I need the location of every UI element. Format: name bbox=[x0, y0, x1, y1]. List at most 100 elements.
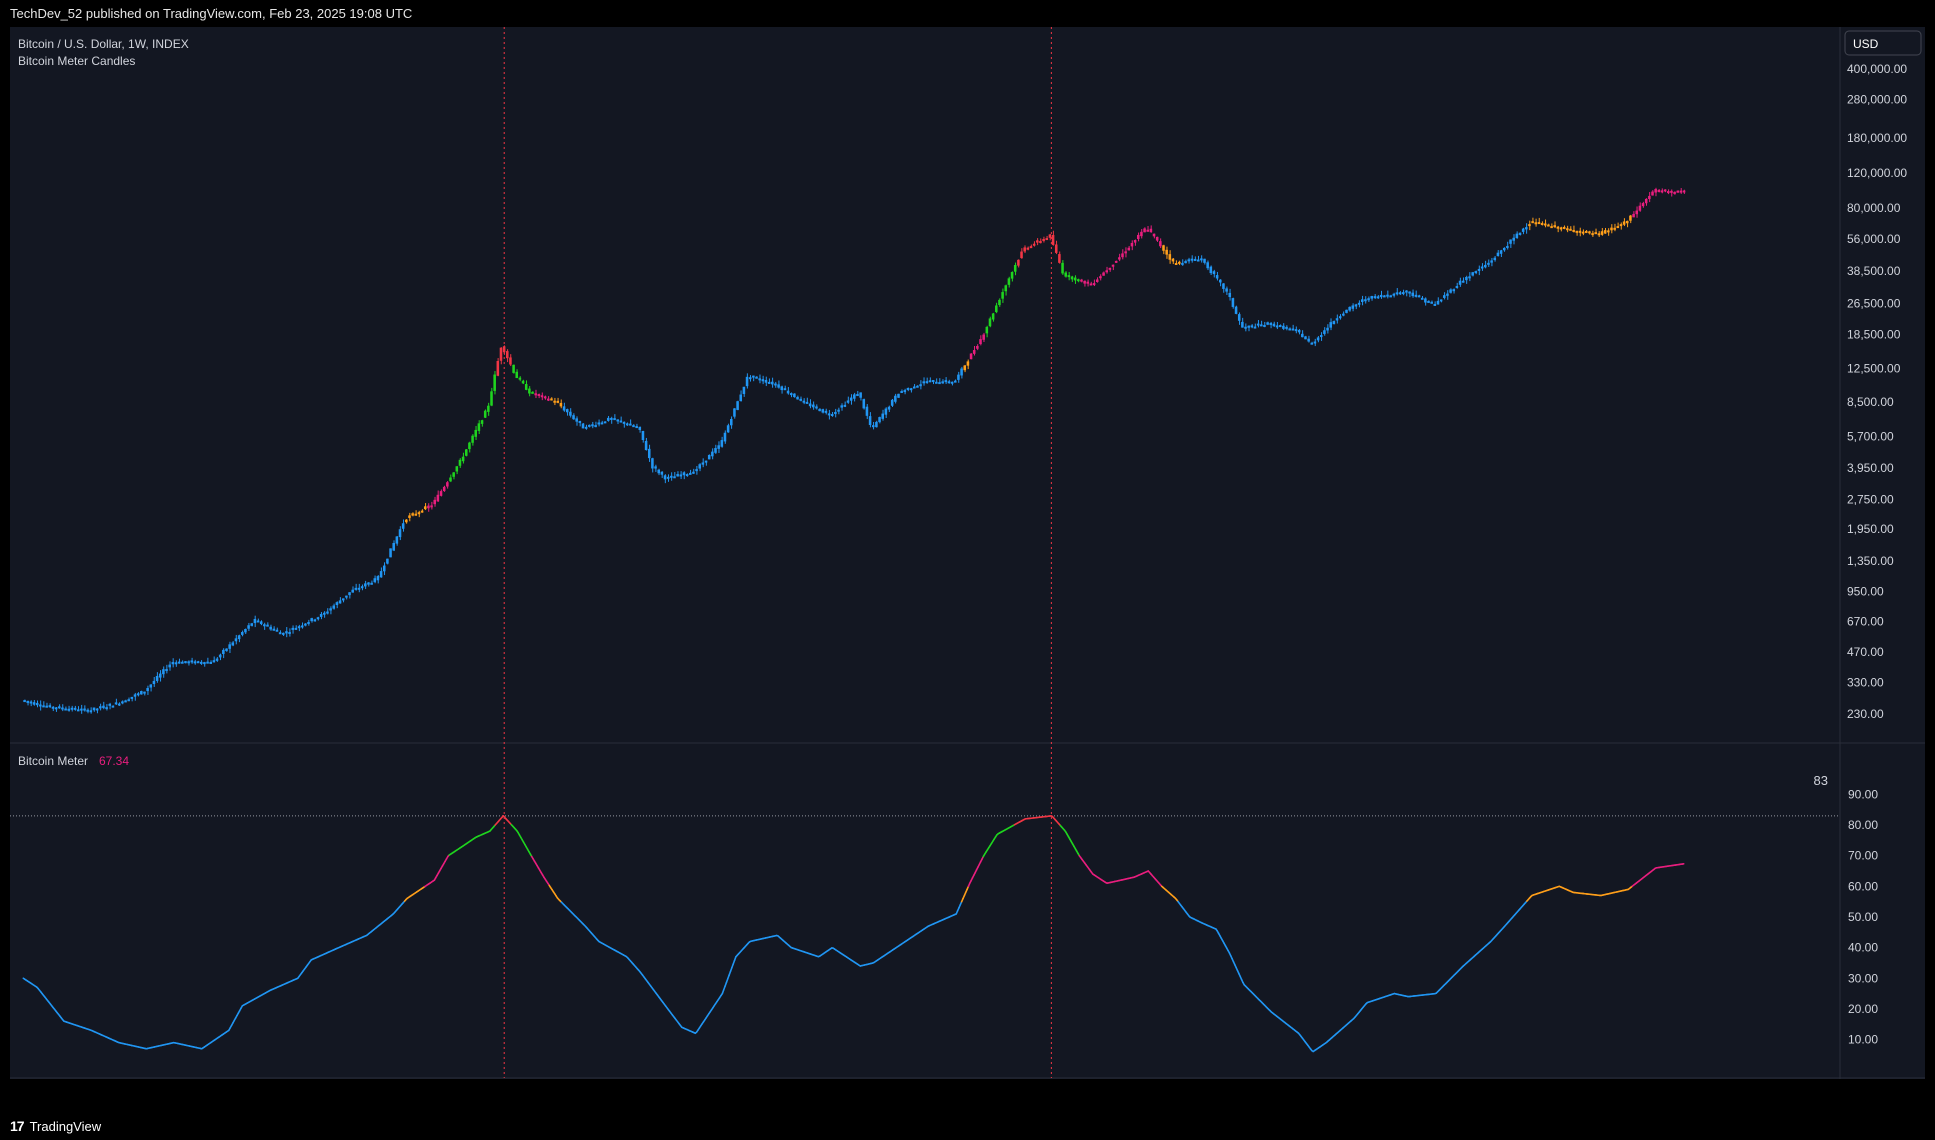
meter-tick-label[interactable]: 70.00 bbox=[1848, 849, 1878, 863]
candle-body bbox=[461, 456, 465, 462]
price-tick-label[interactable]: 230.00 bbox=[1847, 707, 1884, 721]
candle-body bbox=[187, 661, 190, 664]
candle-body bbox=[559, 402, 563, 407]
candle-body bbox=[717, 445, 720, 449]
meter-tick-label[interactable]: 90.00 bbox=[1848, 787, 1878, 801]
candle-body bbox=[1329, 322, 1332, 328]
candle-body bbox=[171, 662, 175, 665]
candle-body bbox=[821, 409, 825, 413]
indicator-legend[interactable]: Bitcoin Meter Candles bbox=[18, 54, 135, 68]
candle-body bbox=[496, 361, 500, 376]
price-tick-label[interactable]: 180,000.00 bbox=[1847, 131, 1907, 145]
tradingview-logo-icon[interactable]: 17 bbox=[10, 1118, 25, 1134]
candle-body bbox=[894, 395, 897, 402]
meter-tick-label[interactable]: 10.00 bbox=[1848, 1033, 1878, 1047]
price-tick-label[interactable]: 80,000.00 bbox=[1847, 201, 1901, 215]
chart-svg[interactable]: 400,000.00 280,000.00 180,000.00 120,000.00… bbox=[4, 27, 1925, 1100]
candle-body bbox=[256, 620, 260, 623]
candle-body bbox=[1547, 224, 1550, 227]
candle-body bbox=[1086, 281, 1090, 284]
candle-body bbox=[54, 707, 58, 710]
price-tick-label[interactable]: 280,000.00 bbox=[1847, 93, 1907, 107]
candle-body bbox=[1326, 327, 1329, 331]
symbol-legend[interactable]: Bitcoin / U.S. Dollar, 1W, INDEX bbox=[18, 37, 189, 51]
candle-body bbox=[1420, 297, 1424, 300]
candle-body bbox=[808, 403, 812, 407]
candle-body bbox=[395, 536, 399, 544]
candle-body bbox=[1559, 227, 1563, 230]
candle-body bbox=[786, 390, 790, 394]
candle-body bbox=[433, 499, 437, 505]
price-tick-label[interactable]: 8,500.00 bbox=[1847, 395, 1894, 409]
meter-legend-name[interactable]: Bitcoin Meter bbox=[18, 754, 88, 768]
candle-body bbox=[266, 624, 269, 627]
price-tick-label[interactable]: 2,750.00 bbox=[1847, 492, 1894, 506]
price-tick-label[interactable]: 3,950.00 bbox=[1847, 461, 1894, 475]
candle-body bbox=[80, 708, 83, 711]
candle-body bbox=[1354, 304, 1358, 307]
candle-body bbox=[774, 383, 777, 386]
candle-body bbox=[423, 506, 427, 510]
candle-body bbox=[938, 382, 941, 385]
candle-body bbox=[578, 420, 582, 423]
candle-body bbox=[903, 390, 907, 393]
candle-body bbox=[941, 381, 944, 384]
chart-frame[interactable]: 400,000.00 280,000.00 180,000.00 120,000.00… bbox=[4, 27, 1925, 1100]
candle-body bbox=[430, 505, 433, 508]
price-tick-label[interactable]: 1,950.00 bbox=[1847, 522, 1894, 536]
candle-body bbox=[777, 384, 780, 388]
price-tick-label[interactable]: 26,500.00 bbox=[1847, 296, 1901, 310]
footer-brand[interactable]: TradingView bbox=[29, 1119, 102, 1134]
currency-button[interactable]: USD bbox=[1844, 30, 1922, 56]
price-tick-label[interactable]: 120,000.00 bbox=[1847, 166, 1907, 180]
price-tick-label[interactable]: 56,000.00 bbox=[1847, 232, 1901, 246]
candle-body bbox=[272, 628, 276, 631]
meter-tick-label[interactable]: 40.00 bbox=[1848, 941, 1878, 955]
price-tick-label[interactable]: 12,500.00 bbox=[1847, 361, 1901, 375]
meter-tick-label[interactable]: 20.00 bbox=[1848, 1002, 1878, 1016]
meter-tick-label[interactable]: 80.00 bbox=[1848, 818, 1878, 832]
peak-markers bbox=[503, 27, 1052, 1078]
candle-body bbox=[348, 592, 351, 596]
candle-body bbox=[701, 462, 705, 465]
candle-body bbox=[313, 619, 317, 622]
meter-tick-label[interactable]: 60.00 bbox=[1848, 879, 1878, 893]
price-tick-label[interactable]: 670.00 bbox=[1847, 614, 1884, 628]
candle-body bbox=[1250, 325, 1254, 328]
candle-body bbox=[1092, 283, 1096, 286]
candle-body bbox=[900, 391, 903, 394]
price-tick-label[interactable]: 330.00 bbox=[1847, 676, 1884, 690]
candle-body bbox=[925, 381, 929, 384]
candle-body bbox=[651, 458, 654, 469]
candle-body bbox=[1443, 295, 1446, 298]
candle-body bbox=[1058, 254, 1061, 263]
candle-body bbox=[707, 454, 711, 460]
meter-tick-label[interactable]: 50.00 bbox=[1848, 910, 1878, 924]
currency-button-frame[interactable] bbox=[1844, 30, 1922, 56]
candle-body bbox=[688, 472, 692, 475]
candle-body bbox=[184, 661, 187, 664]
price-tick-label[interactable]: 400,000.00 bbox=[1847, 62, 1907, 76]
candle-body bbox=[48, 705, 52, 708]
price-tick-label[interactable]: 1,350.00 bbox=[1847, 554, 1894, 568]
candle-body bbox=[1165, 249, 1168, 255]
candle-body bbox=[259, 621, 263, 625]
price-axis-ticks[interactable]: 400,000.00 280,000.00 180,000.00 120,000.00… bbox=[1847, 62, 1907, 721]
meter-tick-label[interactable]: 30.00 bbox=[1848, 971, 1878, 985]
price-tick-label[interactable]: 5,700.00 bbox=[1847, 429, 1894, 443]
footer-bar: 17 TradingView bbox=[0, 1113, 1935, 1140]
price-tick-label[interactable]: 950.00 bbox=[1847, 584, 1884, 598]
candle-body bbox=[1140, 231, 1143, 237]
candle-body bbox=[190, 660, 194, 663]
candle-body bbox=[26, 700, 30, 703]
price-tick-label[interactable]: 18,500.00 bbox=[1847, 328, 1901, 342]
candle-body bbox=[1108, 267, 1112, 270]
price-tick-label[interactable]: 38,500.00 bbox=[1847, 264, 1901, 278]
candle-body bbox=[247, 625, 250, 629]
candle-body bbox=[1493, 257, 1497, 261]
meter-axis-ticks[interactable]: 90.00 80.00 70.00 60.00 50.00 40.00 30.00 20.00… bbox=[1848, 787, 1878, 1046]
currency-button-label[interactable]: USD bbox=[1853, 37, 1879, 51]
candle-body bbox=[603, 421, 607, 424]
candle-body bbox=[802, 400, 806, 403]
price-tick-label[interactable]: 470.00 bbox=[1847, 645, 1884, 659]
